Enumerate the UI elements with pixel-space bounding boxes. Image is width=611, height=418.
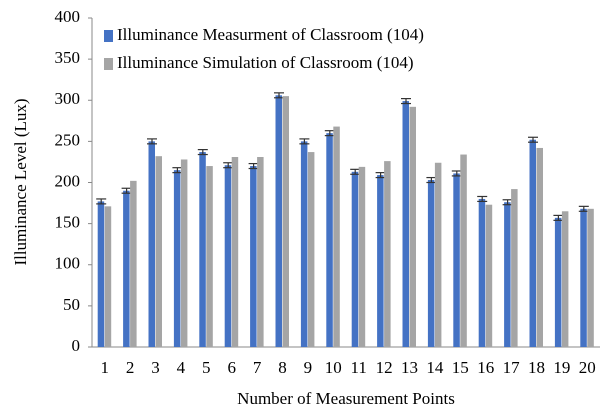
- x-tick-label: 11: [351, 358, 367, 377]
- y-tick-label: 300: [55, 89, 81, 108]
- bar: [148, 141, 155, 347]
- bar: [224, 165, 232, 347]
- bar: [384, 161, 391, 347]
- bar: [231, 157, 239, 347]
- x-tick-label: 19: [553, 358, 570, 377]
- error-bar: [477, 195, 488, 203]
- x-tick-label: 3: [151, 358, 160, 377]
- error-bar: [248, 162, 259, 170]
- bar: [554, 217, 562, 347]
- bar: [504, 202, 511, 347]
- error-bar: [350, 168, 361, 175]
- bar: [529, 139, 536, 347]
- error-bar: [426, 176, 437, 184]
- x-tick-label: 13: [401, 358, 418, 377]
- bar: [453, 173, 460, 347]
- bar: [409, 106, 416, 347]
- x-tick-label: 1: [100, 358, 109, 377]
- bar: [257, 157, 264, 347]
- bar: [511, 189, 518, 347]
- y-tick-label: 150: [55, 213, 81, 232]
- x-tick-label: 18: [528, 358, 545, 377]
- bar: [173, 170, 181, 347]
- error-bar: [223, 162, 234, 169]
- error-bar: [578, 205, 589, 212]
- x-tick-label: 7: [253, 358, 262, 377]
- legend-label: Illuminance Measurment of Classroom (104…: [117, 25, 424, 44]
- x-axis-label: Number of Measurement Points: [237, 389, 455, 408]
- y-tick-label: 350: [55, 48, 81, 67]
- x-tick-label: 16: [477, 358, 494, 377]
- bar: [206, 166, 213, 347]
- bar: [155, 156, 162, 347]
- bar: [307, 152, 315, 347]
- bar: [199, 152, 206, 347]
- x-tick-label: 14: [426, 358, 444, 377]
- error-bar: [299, 138, 310, 145]
- bar: [326, 133, 333, 347]
- x-tick-label: 9: [304, 358, 313, 377]
- bar: [300, 141, 308, 347]
- error-bar: [197, 149, 208, 156]
- y-axis-label: Illuminance Level (Lux): [11, 98, 30, 265]
- bar: [478, 198, 486, 347]
- bar: [427, 180, 435, 347]
- bar: [536, 147, 543, 347]
- bar: [104, 206, 112, 347]
- bar: [561, 211, 569, 347]
- bar: [580, 208, 587, 347]
- bar: [587, 208, 594, 347]
- x-tick-label: 2: [126, 358, 135, 377]
- error-bar: [96, 198, 107, 205]
- bar: [434, 162, 442, 347]
- x-tick-label: 12: [376, 358, 393, 377]
- bar: [358, 166, 366, 347]
- bar: [485, 204, 493, 347]
- legend-swatch: [104, 58, 113, 70]
- bar: [460, 154, 467, 347]
- bar: [130, 180, 137, 347]
- x-tick-label: 4: [177, 358, 186, 377]
- bar: [351, 171, 359, 347]
- error-bar: [451, 170, 462, 177]
- y-tick-label: 250: [55, 130, 81, 149]
- error-bar: [121, 187, 132, 194]
- x-tick-label: 17: [503, 358, 521, 377]
- y-tick-label: 50: [63, 295, 80, 314]
- bar: [250, 166, 257, 347]
- y-tick-label: 400: [55, 7, 81, 26]
- x-tick-label: 10: [325, 358, 342, 377]
- legend-swatch: [104, 30, 113, 42]
- bar: [377, 175, 384, 347]
- x-tick-label: 20: [579, 358, 596, 377]
- error-bar: [375, 172, 386, 179]
- bar: [180, 159, 188, 347]
- bar: [402, 101, 409, 347]
- bar: [282, 96, 289, 347]
- x-tick-label: 5: [202, 358, 211, 377]
- x-tick-label: 8: [278, 358, 287, 377]
- error-bar: [401, 98, 411, 105]
- error-bar: [172, 167, 183, 174]
- bar: [333, 126, 340, 347]
- error-bar: [324, 130, 335, 137]
- error-bar: [274, 92, 284, 99]
- error-bar: [553, 214, 564, 221]
- y-tick-label: 0: [72, 336, 81, 355]
- x-tick-label: 6: [227, 358, 236, 377]
- error-bar: [528, 136, 538, 143]
- y-tick-label: 200: [55, 171, 81, 190]
- error-bar: [147, 138, 157, 145]
- bar: [275, 95, 282, 347]
- bar: [123, 190, 130, 347]
- error-bar: [502, 199, 513, 206]
- y-tick-label: 100: [55, 254, 81, 273]
- bar: [97, 201, 105, 347]
- x-tick-label: 15: [452, 358, 469, 377]
- legend-label: Illuminance Simulation of Classroom (104…: [117, 53, 414, 72]
